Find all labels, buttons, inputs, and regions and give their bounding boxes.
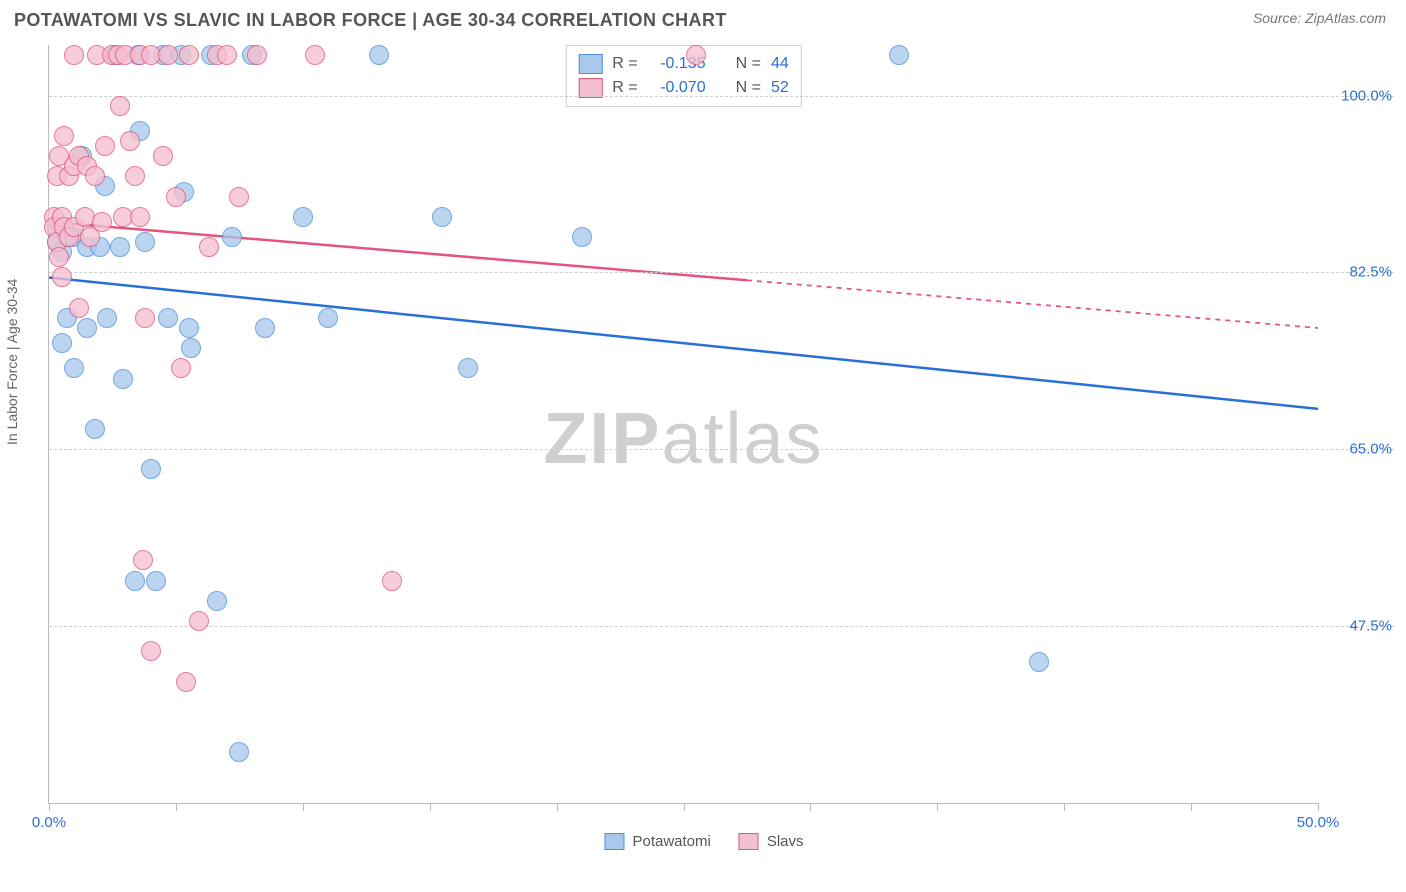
data-point bbox=[77, 318, 97, 338]
x-tick bbox=[557, 803, 558, 811]
data-point bbox=[229, 742, 249, 762]
data-point bbox=[207, 591, 227, 611]
data-point bbox=[199, 237, 219, 257]
legend-swatch bbox=[739, 833, 759, 850]
data-point bbox=[92, 212, 112, 232]
legend-label: Potawatomi bbox=[632, 833, 710, 850]
data-point bbox=[229, 187, 249, 207]
data-point bbox=[1029, 652, 1049, 672]
trend-lines bbox=[49, 45, 1318, 803]
x-tick-label: 50.0% bbox=[1297, 814, 1340, 831]
data-point bbox=[146, 571, 166, 591]
y-tick-label: 65.0% bbox=[1349, 441, 1392, 458]
data-point bbox=[153, 146, 173, 166]
data-point bbox=[64, 45, 84, 65]
data-point bbox=[52, 333, 72, 353]
data-point bbox=[222, 227, 242, 247]
series-legend: Potawatomi Slavs bbox=[604, 833, 803, 850]
x-tick-label: 0.0% bbox=[32, 814, 66, 831]
data-point bbox=[158, 308, 178, 328]
data-point bbox=[110, 96, 130, 116]
data-point bbox=[110, 237, 130, 257]
data-point bbox=[432, 207, 452, 227]
legend-item: Slavs bbox=[739, 833, 804, 850]
data-point bbox=[179, 318, 199, 338]
gridline bbox=[49, 626, 1394, 627]
y-tick-label: 100.0% bbox=[1341, 87, 1392, 104]
gridline bbox=[49, 449, 1394, 450]
legend-label: Slavs bbox=[767, 833, 804, 850]
data-point bbox=[458, 358, 478, 378]
data-point bbox=[141, 459, 161, 479]
data-point bbox=[572, 227, 592, 247]
data-point bbox=[179, 45, 199, 65]
plot-area: ZIPatlas R =-0.135N =44R =-0.070N =52 47… bbox=[48, 45, 1318, 804]
data-point bbox=[95, 136, 115, 156]
data-point bbox=[49, 247, 69, 267]
data-point bbox=[69, 298, 89, 318]
x-tick bbox=[1318, 803, 1319, 811]
data-point bbox=[247, 45, 267, 65]
data-point bbox=[181, 338, 201, 358]
x-tick bbox=[684, 803, 685, 811]
data-point bbox=[64, 358, 84, 378]
data-point bbox=[135, 308, 155, 328]
data-point bbox=[305, 45, 325, 65]
chart-title: POTAWATOMI VS SLAVIC IN LABOR FORCE | AG… bbox=[14, 10, 727, 31]
chart-container: In Labor Force | Age 30-34 ZIPatlas R =-… bbox=[14, 37, 1394, 852]
data-point bbox=[293, 207, 313, 227]
data-point bbox=[54, 126, 74, 146]
data-point bbox=[125, 166, 145, 186]
data-point bbox=[217, 45, 237, 65]
data-point bbox=[176, 672, 196, 692]
x-tick bbox=[810, 803, 811, 811]
data-point bbox=[97, 308, 117, 328]
data-point bbox=[382, 571, 402, 591]
legend-item: Potawatomi bbox=[604, 833, 710, 850]
data-point bbox=[166, 187, 186, 207]
gridline bbox=[49, 96, 1394, 97]
x-tick bbox=[1064, 803, 1065, 811]
data-point bbox=[135, 232, 155, 252]
x-tick bbox=[937, 803, 938, 811]
x-tick bbox=[176, 803, 177, 811]
data-point bbox=[85, 419, 105, 439]
data-point bbox=[85, 166, 105, 186]
data-point bbox=[141, 641, 161, 661]
y-axis-label: In Labor Force | Age 30-34 bbox=[4, 278, 20, 444]
data-point bbox=[130, 207, 150, 227]
source-attribution: Source: ZipAtlas.com bbox=[1253, 10, 1386, 26]
y-tick-label: 47.5% bbox=[1349, 618, 1392, 635]
data-point bbox=[686, 45, 706, 65]
data-point bbox=[889, 45, 909, 65]
legend-swatch bbox=[604, 833, 624, 850]
data-point bbox=[125, 571, 145, 591]
data-point bbox=[133, 550, 153, 570]
x-tick bbox=[303, 803, 304, 811]
x-tick bbox=[430, 803, 431, 811]
y-tick-label: 82.5% bbox=[1349, 264, 1392, 281]
data-point bbox=[158, 45, 178, 65]
data-point bbox=[120, 131, 140, 151]
data-point bbox=[255, 318, 275, 338]
data-point bbox=[318, 308, 338, 328]
data-point bbox=[189, 611, 209, 631]
x-tick bbox=[49, 803, 50, 811]
data-point bbox=[171, 358, 191, 378]
data-point bbox=[113, 369, 133, 389]
x-tick bbox=[1191, 803, 1192, 811]
gridline bbox=[49, 272, 1394, 273]
data-point bbox=[369, 45, 389, 65]
data-point bbox=[52, 267, 72, 287]
